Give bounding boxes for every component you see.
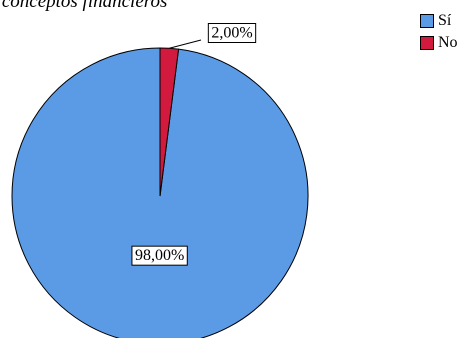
legend-swatch-no <box>420 36 434 50</box>
svg-text:98,00%: 98,00% <box>135 247 184 264</box>
data-label-no: 2,00% <box>207 23 257 43</box>
legend-label-si: Sí <box>438 12 452 29</box>
legend-swatch-si <box>420 14 434 28</box>
legend-label-no: No <box>438 34 458 51</box>
chart-title: …a de conceptos financieros <box>0 0 168 12</box>
leader-line-no <box>169 39 202 49</box>
legend-item-no: No <box>420 32 458 54</box>
legend-item-si: Sí <box>420 10 458 32</box>
data-label-si: 98,00% <box>131 245 188 266</box>
chart-legend: Sí No <box>420 10 458 54</box>
svg-text:2,00%: 2,00% <box>211 25 252 42</box>
pie-slice-no <box>159 47 180 197</box>
